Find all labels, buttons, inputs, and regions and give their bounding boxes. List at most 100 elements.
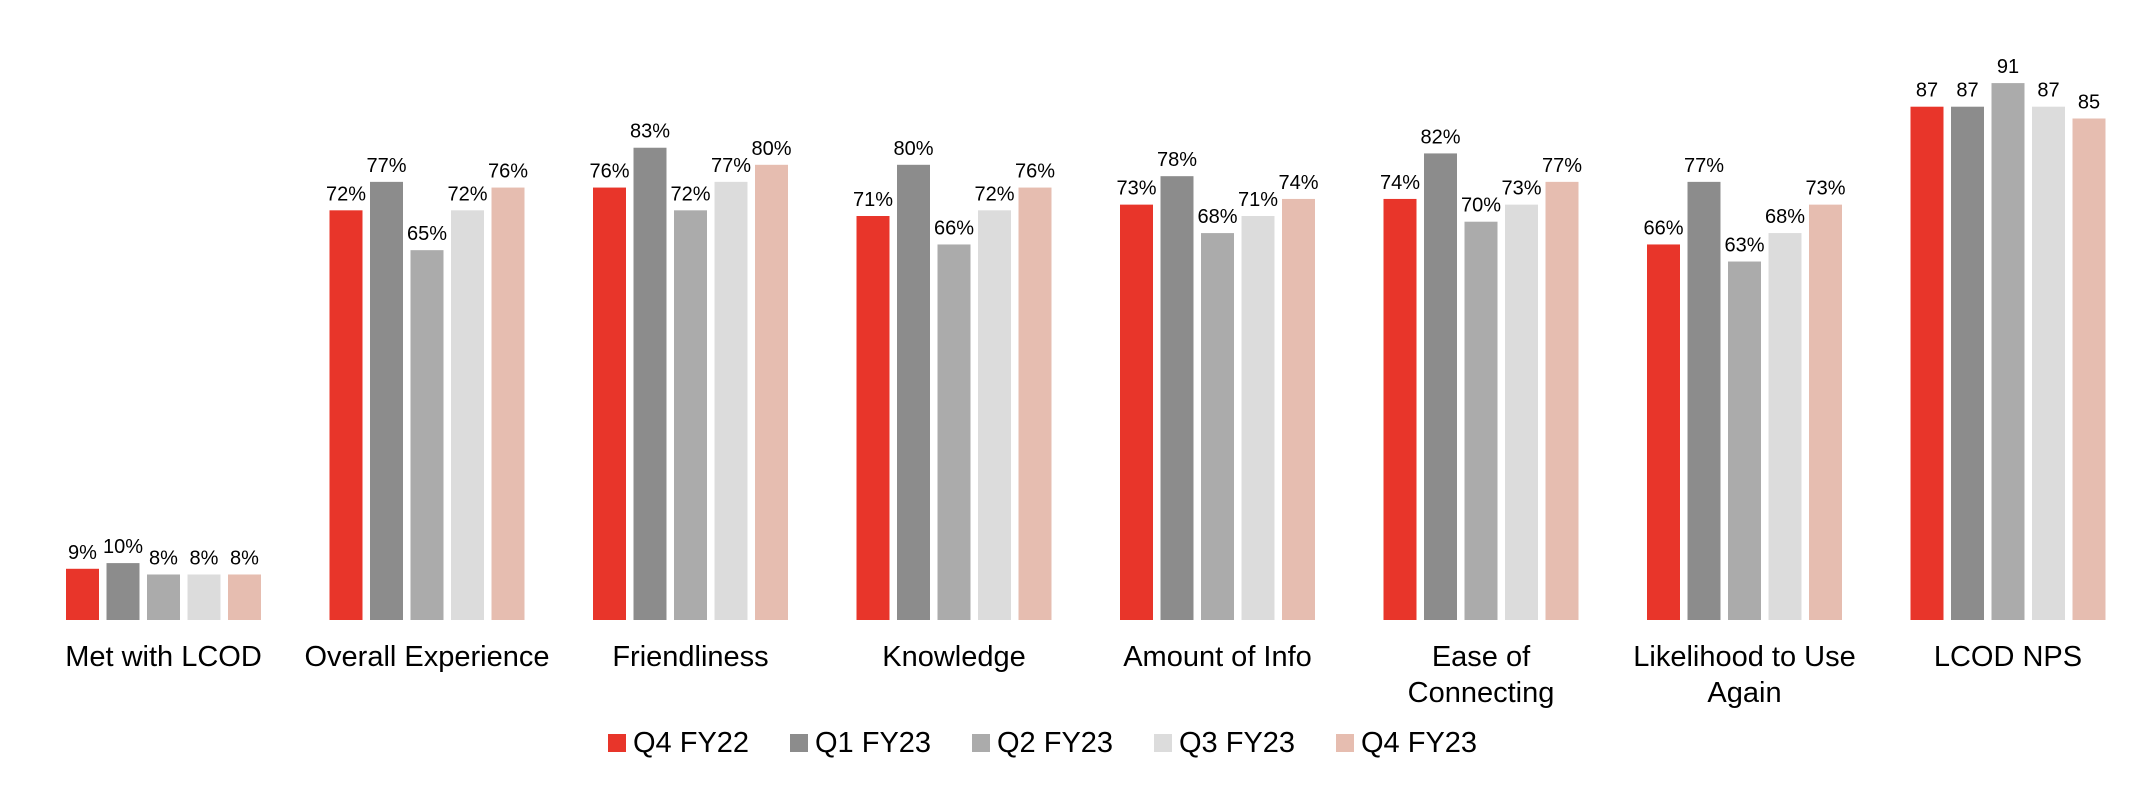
legend-label: Q4 FY23 bbox=[1361, 727, 1477, 759]
data-label: 73% bbox=[1805, 178, 1845, 200]
data-label: 71% bbox=[1238, 189, 1278, 211]
category-label: Ease of Connecting bbox=[1408, 641, 1555, 709]
data-label: 66% bbox=[1643, 217, 1683, 239]
bar bbox=[106, 563, 140, 620]
category-label-line: LCOD NPS bbox=[1934, 641, 2082, 673]
bar bbox=[897, 164, 930, 621]
legend: Q4 FY22 Q1 FY23 Q2 FY23 Q3 FY23 Q4 FY23 bbox=[608, 727, 1477, 759]
legend-label: Q4 FY22 bbox=[633, 727, 749, 759]
bar bbox=[1768, 233, 1802, 620]
data-label: 83% bbox=[630, 121, 670, 143]
legend-swatch bbox=[972, 734, 990, 752]
bar bbox=[187, 574, 221, 620]
data-label: 87 bbox=[1956, 80, 1978, 102]
legend-swatch bbox=[790, 734, 808, 752]
data-label: 74% bbox=[1380, 172, 1420, 194]
bar bbox=[1545, 181, 1579, 620]
legend-label: Q3 FY23 bbox=[1179, 727, 1295, 759]
data-label: 8% bbox=[190, 547, 219, 569]
legend-swatch bbox=[1154, 734, 1172, 752]
bar bbox=[370, 181, 403, 620]
bar bbox=[147, 574, 180, 620]
bar bbox=[1160, 176, 1194, 620]
bar bbox=[1120, 204, 1153, 620]
category-label: Knowledge bbox=[882, 641, 1026, 673]
data-label: 77% bbox=[1542, 155, 1582, 177]
bar bbox=[937, 244, 971, 620]
category-label-line: Likelihood to Use bbox=[1633, 641, 1855, 673]
data-label: 68% bbox=[1197, 206, 1237, 228]
bars-layer bbox=[66, 83, 2106, 621]
category-label-line: Overall Experience bbox=[305, 641, 550, 673]
bar bbox=[1282, 198, 1315, 620]
data-label: 8% bbox=[230, 547, 259, 569]
category-label: Likelihood to Use Again bbox=[1633, 641, 1855, 709]
data-label: 85 bbox=[2078, 92, 2100, 114]
data-label: 77% bbox=[366, 155, 406, 177]
bar bbox=[1728, 261, 1761, 620]
legend-item: Q4 FY22 bbox=[608, 727, 749, 759]
bar bbox=[633, 147, 667, 621]
bar bbox=[1951, 106, 1984, 620]
bar bbox=[451, 210, 484, 620]
bar bbox=[755, 164, 788, 621]
bar bbox=[856, 216, 890, 620]
data-label: 77% bbox=[711, 155, 751, 177]
legend-label: Q1 FY23 bbox=[815, 727, 931, 759]
bar bbox=[1018, 187, 1052, 620]
category-label: Overall Experience bbox=[305, 641, 550, 673]
data-label: 63% bbox=[1724, 235, 1764, 257]
bar bbox=[2032, 106, 2065, 620]
data-label: 72% bbox=[326, 183, 366, 205]
legend-item: Q4 FY23 bbox=[1336, 727, 1477, 759]
data-label: 82% bbox=[1420, 126, 1460, 148]
bar bbox=[491, 187, 525, 620]
bar bbox=[674, 210, 707, 620]
data-label: 72% bbox=[670, 183, 710, 205]
category-label-line: Met with LCOD bbox=[65, 641, 262, 673]
category-label: Friendliness bbox=[612, 641, 768, 673]
data-label: 9% bbox=[68, 542, 97, 564]
data-label: 73% bbox=[1116, 178, 1156, 200]
data-label: 68% bbox=[1765, 206, 1805, 228]
category-label-line: Knowledge bbox=[882, 641, 1026, 673]
data-label: 73% bbox=[1501, 178, 1541, 200]
data-label: 87 bbox=[2037, 80, 2059, 102]
data-label: 91 bbox=[1997, 56, 2019, 78]
data-label: 70% bbox=[1461, 195, 1501, 217]
data-label: 71% bbox=[853, 189, 893, 211]
category-label: Amount of Info bbox=[1123, 641, 1312, 673]
legend-swatch bbox=[608, 734, 626, 752]
data-label: 10% bbox=[103, 536, 143, 558]
data-label: 78% bbox=[1157, 149, 1197, 171]
bar bbox=[1383, 198, 1417, 620]
bar bbox=[410, 250, 444, 620]
category-label: Met with LCOD bbox=[65, 641, 262, 673]
data-label: 72% bbox=[447, 183, 487, 205]
legend-item: Q3 FY23 bbox=[1154, 727, 1295, 759]
bar bbox=[1201, 233, 1234, 620]
bar bbox=[2072, 118, 2106, 620]
category-labels-layer: Met with LCOD Overall Experience Friendlin… bbox=[65, 641, 2082, 709]
bar bbox=[66, 568, 99, 620]
data-label: 76% bbox=[488, 161, 528, 183]
legend-swatch bbox=[1336, 734, 1354, 752]
data-label: 65% bbox=[407, 223, 447, 245]
bar bbox=[228, 574, 261, 620]
bar bbox=[1910, 106, 1944, 620]
bar bbox=[1809, 204, 1842, 620]
category-label: LCOD NPS bbox=[1934, 641, 2082, 673]
data-label: 66% bbox=[934, 217, 974, 239]
bar bbox=[978, 210, 1011, 620]
bar bbox=[1991, 83, 2025, 621]
bar bbox=[714, 181, 748, 620]
data-label: 76% bbox=[589, 161, 629, 183]
category-label-line: Friendliness bbox=[612, 641, 768, 673]
data-label: 74% bbox=[1278, 172, 1318, 194]
bar bbox=[593, 187, 626, 620]
category-label-line: Again bbox=[1707, 677, 1781, 709]
data-label: 77% bbox=[1684, 155, 1724, 177]
bar bbox=[1647, 244, 1680, 620]
bar bbox=[1241, 216, 1275, 620]
